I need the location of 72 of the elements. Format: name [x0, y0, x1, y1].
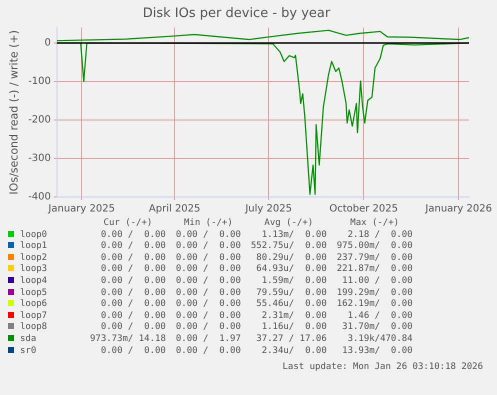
- text: 1.59m/ 0.00: [260, 276, 327, 288]
- text: Min (-/+): [182, 218, 234, 230]
- text: 0.00 / 0.00: [100, 241, 166, 253]
- text: 0.00 / 1.97: [174, 334, 241, 346]
- legend-label: loop0: [20, 230, 48, 241]
- text: 80.29u/ 0.00: [255, 252, 327, 264]
- text: 0.00 / 0.00: [174, 276, 241, 288]
- text: 37.27 / 17.06: [255, 334, 327, 346]
- legend-label: loop8: [20, 322, 48, 334]
- text: 1.13m/ 0.00: [260, 230, 327, 241]
- text: 2.31m/ 0.00: [260, 310, 327, 322]
- legend-label: loop5: [20, 288, 48, 299]
- legend-label: loop4: [20, 276, 48, 288]
- text: 1.46 / 0.00: [346, 310, 413, 322]
- text: 975.00m/ 0.00: [336, 241, 413, 253]
- text: 0.00 / 0.00: [174, 299, 241, 311]
- legend-label: loop6: [20, 299, 48, 311]
- text: 0.00 / 0.00: [174, 252, 241, 264]
- x-tick-label: April 2025: [148, 204, 200, 215]
- text: 0.00 / 0.00: [174, 288, 241, 299]
- text: 2.18 / 0.00: [346, 230, 413, 241]
- text: 0.00 / 0.00: [100, 264, 166, 276]
- legend-label: sr0: [20, 346, 38, 358]
- legend-label: sda: [20, 334, 38, 346]
- chart-title: Disk IOs per device - by year: [142, 6, 331, 22]
- legend-label: loop7: [20, 310, 48, 322]
- text: 237.79m/ 0.00: [336, 252, 413, 264]
- text: 64.93u/ 0.00: [255, 264, 327, 276]
- text: 79.59u/ 0.00: [255, 288, 327, 299]
- legend-label: loop3: [20, 264, 48, 276]
- y-tick-label: -300: [28, 153, 51, 164]
- text: Max (-/+): [349, 218, 400, 230]
- text: Last update: Mon Jan 26 03:10:18 2026: [282, 362, 483, 372]
- text: 1.16u/ 0.00: [260, 322, 327, 334]
- text: 162.19m/ 0.00: [336, 299, 413, 311]
- text: 0.00 / 0.00: [100, 230, 166, 241]
- text: 0.00 / 0.00: [100, 322, 166, 334]
- text: Avg (-/+): [263, 218, 314, 230]
- text: 973.73m/ 14.18: [89, 334, 166, 346]
- text: 0.00 / 0.00: [174, 322, 241, 334]
- text: 0.00 / 0.00: [100, 299, 166, 311]
- text: 0.00 / 0.00: [100, 288, 166, 299]
- y-axis-title: IOs/second read (-) / write (+): [7, 30, 20, 195]
- text: 221.87m/ 0.00: [336, 264, 413, 276]
- text: Cur (-/+): [102, 218, 154, 230]
- text: 199.29m/ 0.00: [336, 288, 413, 299]
- x-tick-label: July 2025: [244, 204, 292, 215]
- text: 552.75u/ 0.00: [250, 241, 327, 253]
- text: 0.00 / 0.00: [174, 310, 241, 322]
- text: 0.00 / 0.00: [100, 310, 166, 322]
- y-tick-label: -400: [28, 192, 51, 203]
- text: 0.00 / 0.00: [100, 252, 166, 264]
- text: 0.00 / 0.00: [174, 230, 241, 241]
- y-tick-label: -100: [28, 76, 51, 88]
- x-tick-label: October 2025: [329, 204, 398, 215]
- text: 55.46u/ 0.00: [255, 299, 327, 311]
- text: 0.00 / 0.00: [174, 346, 241, 358]
- y-tick-label: -200: [28, 114, 51, 126]
- legend-label: loop1: [20, 241, 48, 253]
- legend-label: loop2: [20, 252, 48, 264]
- text: 0.00 / 0.00: [174, 241, 241, 253]
- text: 31.70m/ 0.00: [341, 322, 413, 334]
- text: 11.00 / 0.00: [341, 276, 413, 288]
- x-tick-label: January 2026: [424, 204, 492, 215]
- text: 0.00 / 0.00: [100, 276, 166, 288]
- y-tick-label: 0: [44, 38, 51, 49]
- x-tick-label: January 2025: [47, 204, 115, 215]
- text: 3.19k/470.84: [346, 334, 413, 346]
- text: 0.00 / 0.00: [100, 346, 166, 358]
- text: 0.00 / 0.00: [174, 264, 241, 276]
- text: 2.34u/ 0.00: [260, 346, 327, 358]
- text: 13.93m/ 0.00: [341, 346, 413, 358]
